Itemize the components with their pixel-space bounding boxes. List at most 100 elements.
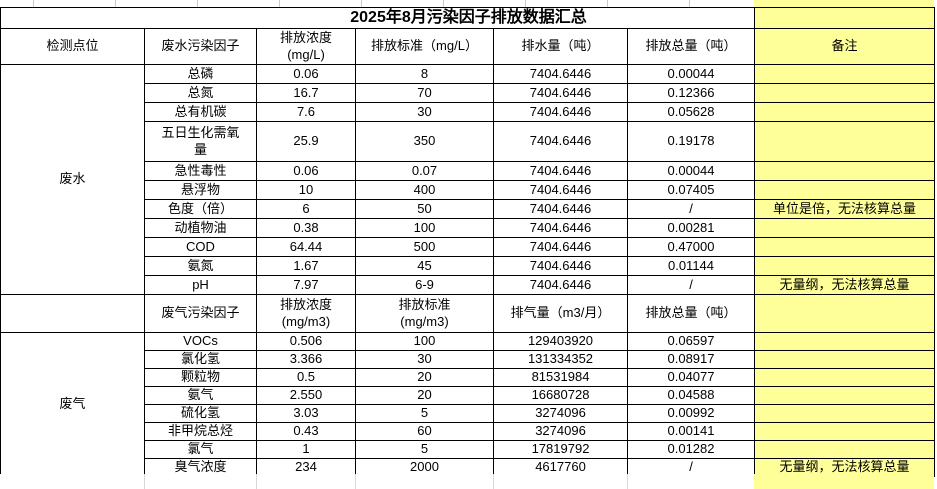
- water-cell-conc[interactable]: 7.97: [256, 275, 356, 295]
- gas-cell-std[interactable]: 60: [355, 422, 494, 441]
- gas-cell-remark[interactable]: [754, 350, 935, 369]
- gas-cell-vol[interactable]: 129403920: [493, 332, 628, 351]
- water-cell-std[interactable]: 8: [355, 64, 494, 84]
- water-cell-std[interactable]: 500: [355, 237, 494, 257]
- water-cell-factor[interactable]: 动植物油: [144, 218, 257, 238]
- gas-cell-remark[interactable]: [754, 368, 935, 387]
- water-cell-std[interactable]: 0.07: [355, 161, 494, 181]
- gas-cell-std[interactable]: 5: [355, 404, 494, 423]
- water-header-total[interactable]: 排放总量（吨）: [627, 28, 755, 65]
- gas-cell-std[interactable]: 20: [355, 368, 494, 387]
- water-header-remark[interactable]: 备注: [754, 28, 935, 65]
- gas-header-remark[interactable]: [754, 294, 935, 333]
- water-cell-vol[interactable]: 7404.6446: [493, 275, 628, 295]
- water-cell-conc[interactable]: 0.06: [256, 161, 356, 181]
- gas-header-total[interactable]: 排放总量（吨）: [627, 294, 755, 333]
- gas-cell-vol[interactable]: 3274096: [493, 404, 628, 423]
- gas-cell-factor[interactable]: VOCs: [144, 332, 257, 351]
- section-cell-wastewater[interactable]: 废水: [0, 64, 145, 295]
- water-cell-vol[interactable]: 7404.6446: [493, 180, 628, 200]
- gas-header-vol[interactable]: 排气量（m3/月）: [493, 294, 628, 333]
- water-cell-factor[interactable]: 氨氮: [144, 256, 257, 276]
- water-cell-factor[interactable]: 色度（倍）: [144, 199, 257, 219]
- gas-cell-std[interactable]: 30: [355, 350, 494, 369]
- gas-cell-conc[interactable]: 0.5: [256, 368, 356, 387]
- gas-cell-std[interactable]: 100: [355, 332, 494, 351]
- water-header-std[interactable]: 排放标准（mg/L）: [355, 28, 494, 65]
- water-cell-vol[interactable]: 7404.6446: [493, 218, 628, 238]
- water-cell-vol[interactable]: 7404.6446: [493, 64, 628, 84]
- gas-cell-remark[interactable]: [754, 404, 935, 423]
- gas-cell-vol[interactable]: 3274096: [493, 422, 628, 441]
- water-cell-conc[interactable]: 0.38: [256, 218, 356, 238]
- gas-cell-std[interactable]: 5: [355, 440, 494, 459]
- gas-cell-remark[interactable]: [754, 386, 935, 405]
- water-cell-vol[interactable]: 7404.6446: [493, 121, 628, 162]
- gas-cell-total[interactable]: 0.08917: [627, 350, 755, 369]
- water-cell-vol[interactable]: 7404.6446: [493, 237, 628, 257]
- gas-cell-vol[interactable]: 81531984: [493, 368, 628, 387]
- water-cell-conc[interactable]: 1.67: [256, 256, 356, 276]
- water-cell-conc[interactable]: 10: [256, 180, 356, 200]
- water-cell-std[interactable]: 70: [355, 83, 494, 103]
- water-cell-std[interactable]: 50: [355, 199, 494, 219]
- water-cell-factor[interactable]: 五日生化需氧 量: [144, 121, 257, 162]
- water-header-point[interactable]: 检测点位: [0, 28, 145, 65]
- gas-cell-remark[interactable]: [754, 440, 935, 459]
- water-cell-remark[interactable]: [754, 237, 935, 257]
- gas-cell-factor[interactable]: 氯化氢: [144, 350, 257, 369]
- water-header-factor[interactable]: 废水污染因子: [144, 28, 257, 65]
- gas-cell-factor[interactable]: 颗粒物: [144, 368, 257, 387]
- gas-cell-total[interactable]: 0.00141: [627, 422, 755, 441]
- water-cell-remark[interactable]: 无量纲，无法核算总量: [754, 275, 935, 295]
- gas-header-std[interactable]: 排放标准 (mg/m3): [355, 294, 494, 333]
- water-cell-total[interactable]: /: [627, 199, 755, 219]
- water-cell-total[interactable]: 0.47000: [627, 237, 755, 257]
- table-title-cell[interactable]: 2025年8月污染因子排放数据汇总: [0, 7, 755, 29]
- water-header-vol[interactable]: 排水量（吨）: [493, 28, 628, 65]
- gas-cell-vol[interactable]: 16680728: [493, 386, 628, 405]
- water-cell-factor[interactable]: 急性毒性: [144, 161, 257, 181]
- water-cell-conc[interactable]: 0.06: [256, 64, 356, 84]
- gas-cell-vol[interactable]: 17819792: [493, 440, 628, 459]
- water-cell-vol[interactable]: 7404.6446: [493, 199, 628, 219]
- gas-cell-conc[interactable]: 1: [256, 440, 356, 459]
- gas-cell-conc[interactable]: 0.43: [256, 422, 356, 441]
- water-cell-std[interactable]: 350: [355, 121, 494, 162]
- water-cell-total[interactable]: 0.12366: [627, 83, 755, 103]
- gas-cell-conc[interactable]: 2.550: [256, 386, 356, 405]
- water-cell-remark[interactable]: [754, 64, 935, 84]
- remark-column-title-spacer[interactable]: [754, 7, 935, 29]
- gas-cell-conc[interactable]: 3.03: [256, 404, 356, 423]
- gas-cell-conc[interactable]: 3.366: [256, 350, 356, 369]
- water-cell-total[interactable]: 0.19178: [627, 121, 755, 162]
- water-cell-conc[interactable]: 64.44: [256, 237, 356, 257]
- gas-cell-factor[interactable]: 氯气: [144, 440, 257, 459]
- gas-cell-vol[interactable]: 131334352: [493, 350, 628, 369]
- water-cell-factor[interactable]: 悬浮物: [144, 180, 257, 200]
- water-cell-remark[interactable]: [754, 256, 935, 276]
- water-cell-factor[interactable]: pH: [144, 275, 257, 295]
- water-cell-factor[interactable]: 总有机碳: [144, 102, 257, 122]
- water-cell-conc[interactable]: 16.7: [256, 83, 356, 103]
- gas-cell-total[interactable]: 0.01282: [627, 440, 755, 459]
- water-cell-factor[interactable]: 总氮: [144, 83, 257, 103]
- section-cell-gas[interactable]: 废气: [0, 332, 145, 477]
- water-cell-vol[interactable]: 7404.6446: [493, 83, 628, 103]
- water-cell-total[interactable]: 0.05628: [627, 102, 755, 122]
- gas-cell-total[interactable]: 0.04588: [627, 386, 755, 405]
- gas-cell-remark[interactable]: [754, 332, 935, 351]
- water-cell-conc[interactable]: 7.6: [256, 102, 356, 122]
- gas-cell-remark[interactable]: [754, 422, 935, 441]
- water-cell-vol[interactable]: 7404.6446: [493, 161, 628, 181]
- water-cell-total[interactable]: 0.00044: [627, 64, 755, 84]
- gas-cell-total[interactable]: 0.04077: [627, 368, 755, 387]
- water-cell-remark[interactable]: 单位是倍，无法核算总量: [754, 199, 935, 219]
- water-cell-std[interactable]: 6-9: [355, 275, 494, 295]
- water-cell-remark[interactable]: [754, 218, 935, 238]
- water-cell-remark[interactable]: [754, 161, 935, 181]
- water-cell-total[interactable]: 0.07405: [627, 180, 755, 200]
- water-cell-conc[interactable]: 6: [256, 199, 356, 219]
- gas-cell-factor[interactable]: 硫化氢: [144, 404, 257, 423]
- water-cell-remark[interactable]: [754, 180, 935, 200]
